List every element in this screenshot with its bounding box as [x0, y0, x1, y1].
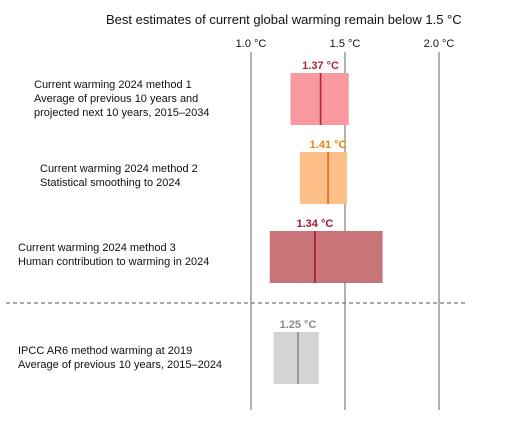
row-label-line: Statistical smoothing to 2024 [40, 177, 181, 189]
estimate-row: 1.25 °C IPCC AR6 method warming at 2019 Av… [18, 319, 319, 384]
estimate-row: 1.41 °C Current warming 2024 method 2 Stat… [40, 139, 347, 204]
x-tick-label: 1.5 °C [330, 38, 361, 50]
value-label: 1.41 °C [310, 139, 347, 151]
value-label: 1.37 °C [302, 60, 339, 72]
range-box [290, 73, 349, 125]
row-label-line: Current warming 2024 method 1 [34, 79, 192, 91]
range-box [269, 231, 383, 283]
x-tick-label: 1.0 °C [236, 38, 267, 50]
estimate-row: 1.34 °C Current warming 2024 method 3 Huma… [18, 218, 383, 283]
row-label-line: Human contribution to warming in 2024 [18, 256, 209, 268]
estimate-rows: 1.37 °C Current warming 2024 method 1 Aver… [18, 60, 383, 384]
x-tick-labels: 1.0 °C 1.5 °C 2.0 °C [236, 38, 455, 50]
range-box [273, 332, 319, 384]
row-label-line: Current warming 2024 method 3 [18, 242, 176, 254]
range-box [299, 152, 347, 204]
value-label: 1.34 °C [297, 218, 334, 230]
x-tick-label: 2.0 °C [424, 38, 455, 50]
row-label-line: IPCC AR6 method warming at 2019 [18, 345, 192, 357]
row-label-line: projected next 10 years, 2015–2034 [34, 107, 210, 119]
estimate-row: 1.37 °C Current warming 2024 method 1 Aver… [34, 60, 349, 125]
row-label-line: Average of previous 10 years, 2015–2024 [18, 359, 222, 371]
value-label: 1.25 °C [280, 319, 317, 331]
row-label-line: Average of previous 10 years and [34, 93, 198, 105]
chart-title: Best estimates of current global warming… [106, 12, 462, 27]
row-label-line: Current warming 2024 method 2 [40, 163, 198, 175]
